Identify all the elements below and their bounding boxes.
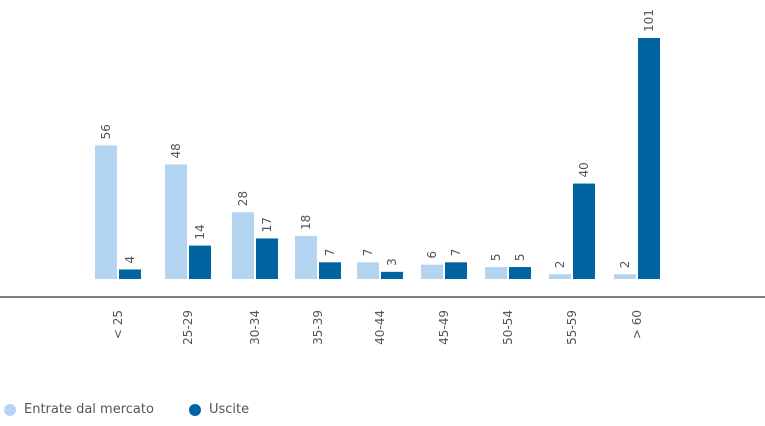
value-label-uscite-8: 101	[642, 9, 656, 32]
x-tick-label-1: 25-29	[181, 310, 195, 345]
value-label-uscite-3: 7	[323, 249, 337, 257]
legend-marker-uscite	[189, 403, 201, 416]
value-label-uscite-0: 4	[123, 256, 137, 264]
value-label-entrate-3: 18	[299, 215, 313, 230]
value-label-entrate-7: 2	[553, 261, 567, 269]
bar-entrate-7	[549, 274, 571, 279]
bar-uscite-3	[319, 262, 341, 279]
x-tick-label-7: 55-59	[565, 310, 579, 345]
bar-entrate-0	[95, 145, 117, 279]
x-tick-label-8: > 60	[630, 310, 644, 339]
bar-chart: 56 4 48 14 28 17 18 7 7 3 6 7 5 5 2 40 2 101 < 25 25-29 30-…	[0, 9, 765, 345]
bar-uscite-7	[573, 183, 595, 279]
legend-marker-entrate	[4, 403, 16, 416]
bar-entrate-8	[614, 274, 636, 279]
value-label-uscite-4: 3	[385, 258, 399, 266]
value-label-entrate-6: 5	[489, 253, 503, 261]
bar-entrate-2	[232, 212, 254, 279]
x-tick-label-6: 50-54	[501, 310, 515, 345]
legend-item-uscite: Uscite	[189, 402, 249, 417]
bar-entrate-5	[421, 264, 443, 279]
value-label-uscite-6: 5	[513, 253, 527, 261]
bar-uscite-1	[189, 245, 211, 279]
x-tick-label-2: 30-34	[248, 310, 262, 345]
value-label-uscite-5: 7	[449, 249, 463, 257]
legend-label-uscite: Uscite	[209, 402, 250, 417]
value-label-entrate-5: 6	[425, 251, 439, 259]
x-tick-label-5: 45-49	[437, 310, 451, 345]
value-label-entrate-8: 2	[618, 261, 632, 269]
bar-entrate-3	[295, 236, 317, 279]
legend-label-entrate: Entrate dal mercato	[24, 402, 154, 417]
chart-legend: Entrate dal mercato Uscite	[4, 402, 304, 420]
x-axis-tick-labels: < 25 25-29 30-34 35-39 40-44 45-49 50-54 55-59 >…	[111, 310, 644, 345]
bar-uscite-2	[256, 238, 278, 279]
value-label-entrate-1: 48	[169, 143, 183, 158]
bar-entrate-6	[485, 267, 507, 279]
bar-uscite-0	[119, 269, 141, 279]
bar-entrate-4	[357, 262, 379, 279]
x-tick-label-0: < 25	[111, 310, 125, 339]
value-label-uscite-1: 14	[193, 224, 207, 239]
value-label-uscite-2: 17	[260, 217, 274, 232]
x-tick-label-4: 40-44	[373, 310, 387, 345]
bar-uscite-6	[509, 267, 531, 279]
value-label-uscite-7: 40	[577, 162, 591, 177]
legend-item-entrate: Entrate dal mercato	[4, 402, 154, 417]
bar-uscite-4	[381, 271, 403, 279]
bar-uscite-5	[445, 262, 467, 279]
value-label-entrate-2: 28	[236, 191, 250, 206]
value-label-entrate-0: 56	[99, 124, 113, 139]
chart-bars: 56 4 48 14 28 17 18 7 7 3 6 7 5 5 2 40 2 101	[95, 9, 660, 279]
value-label-entrate-4: 7	[361, 249, 375, 257]
bar-entrate-1	[165, 164, 187, 279]
bar-uscite-8	[638, 38, 660, 279]
x-tick-label-3: 35-39	[311, 310, 325, 345]
